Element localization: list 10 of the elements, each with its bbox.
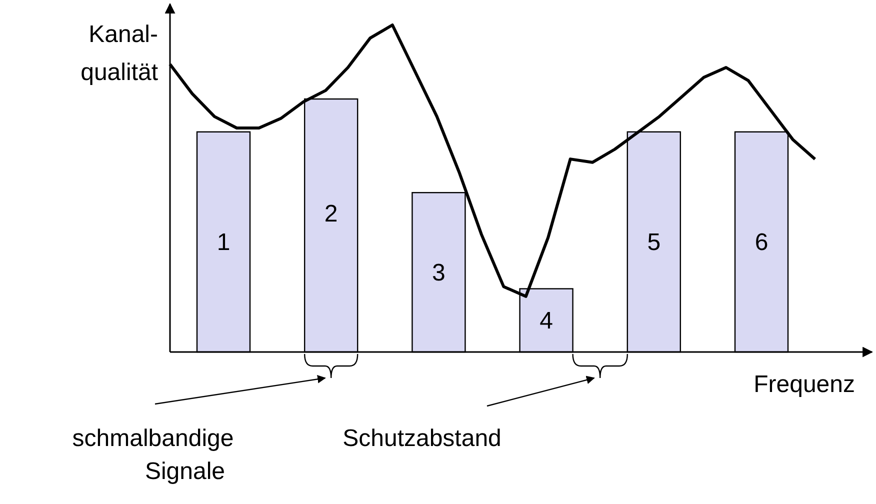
- annotation: 6: [754, 228, 768, 256]
- annotation: 5: [647, 228, 661, 256]
- y-axis-title: Kanal- qualität: [80, 21, 158, 86]
- annotation: 1: [216, 228, 230, 256]
- text: schmalbandige Signale: [72, 425, 234, 485]
- annotation: 2: [324, 200, 338, 228]
- annotation: 4: [540, 307, 553, 334]
- annotation: 3: [432, 259, 446, 286]
- x-axis-title: Frequenz: [754, 371, 855, 398]
- text: Schutzabstand: [342, 425, 502, 452]
